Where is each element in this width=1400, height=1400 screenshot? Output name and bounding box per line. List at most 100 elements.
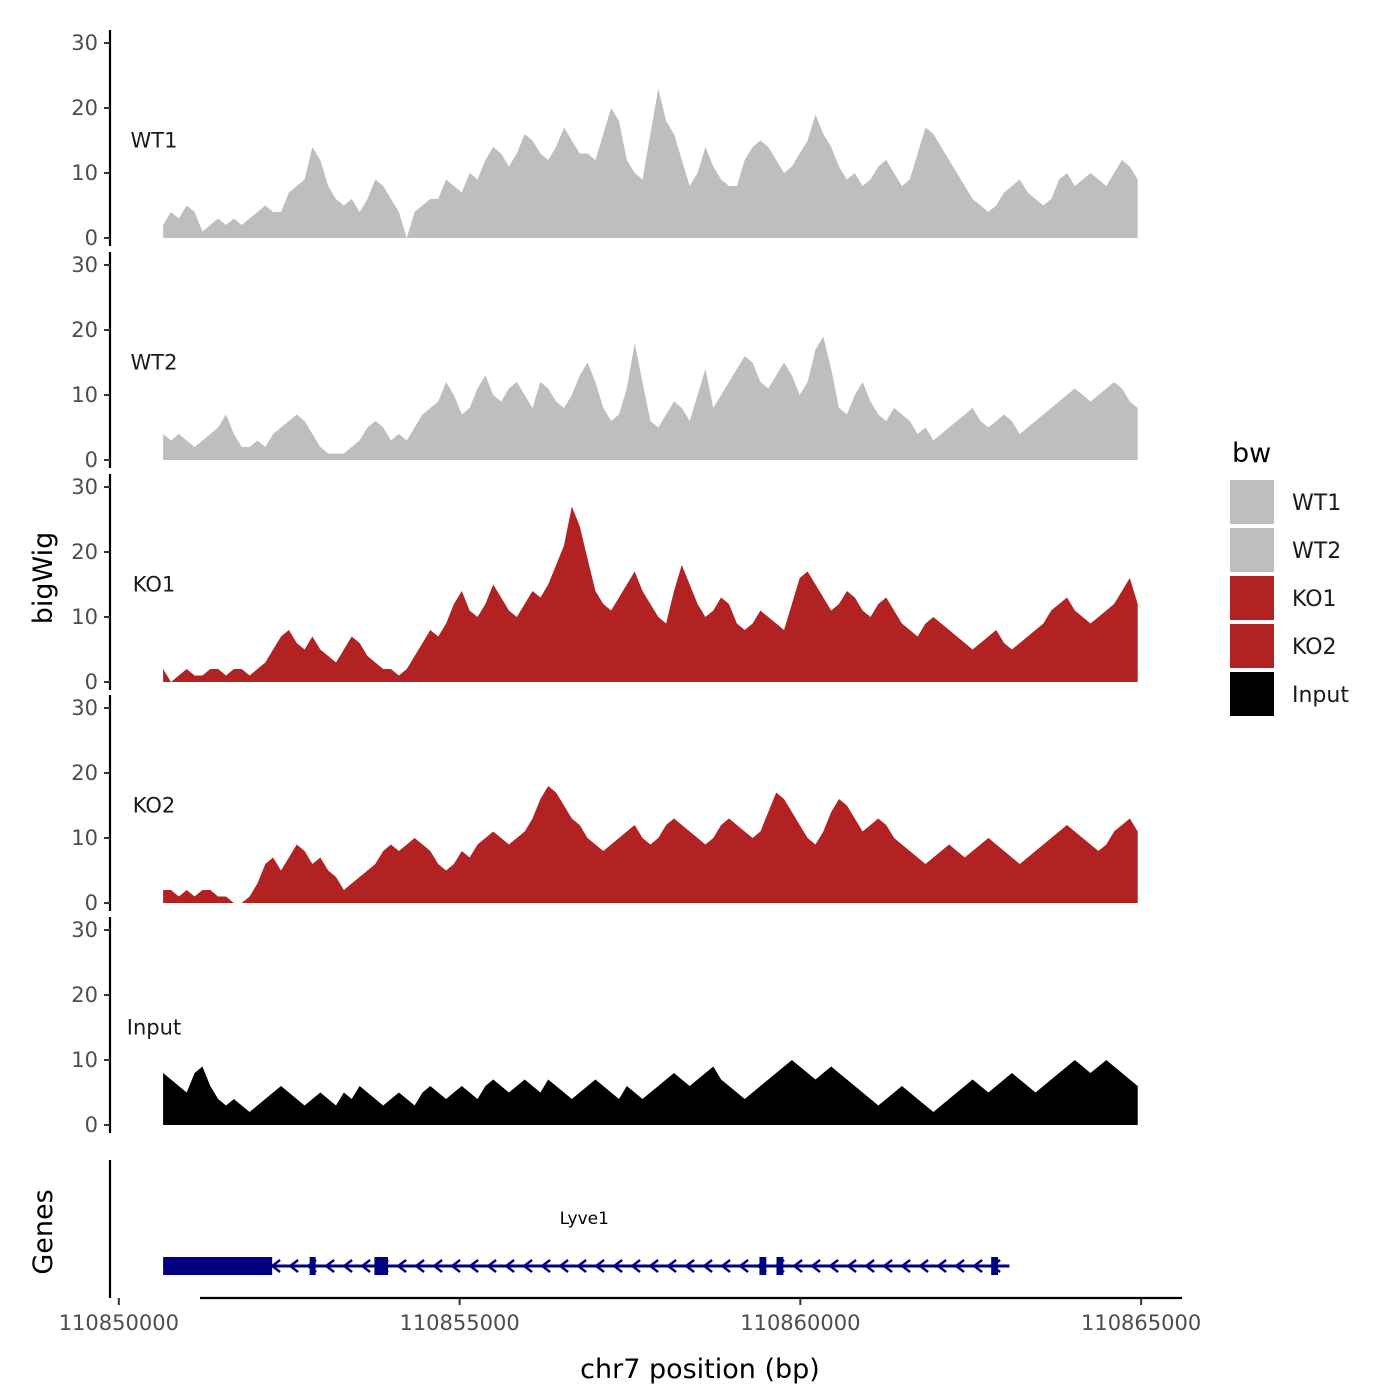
track-label-input: Input: [127, 1016, 181, 1040]
gene-exon: [163, 1257, 273, 1275]
strand-arrow: [432, 1259, 443, 1273]
strand-arrow: [792, 1259, 803, 1273]
y-tick-label: 30: [71, 31, 98, 55]
strand-arrow: [810, 1259, 821, 1273]
y-tick-label: 0: [85, 891, 98, 915]
strand-arrow: [324, 1259, 335, 1273]
strand-arrow: [648, 1259, 659, 1273]
y-tick-label: 0: [85, 226, 98, 250]
strand-arrow: [882, 1259, 893, 1273]
legend-label-input: Input: [1292, 683, 1349, 708]
genes-axis-title: Genes: [28, 1189, 59, 1274]
strand-arrow: [360, 1259, 371, 1273]
track-input: 0 10 20 30 Input: [71, 917, 1138, 1137]
y-tick-label: 0: [85, 670, 98, 694]
y-tick-label: 0: [85, 1113, 98, 1137]
strand-arrow: [684, 1259, 695, 1273]
x-axis: 110850000 110855000 110860000 110865000: [59, 1296, 1201, 1335]
strand-arrow: [450, 1259, 461, 1273]
x-tick-label: 110855000: [399, 1311, 519, 1335]
strand-arrow: [558, 1259, 569, 1273]
legend-label-wt1: WT1: [1292, 491, 1341, 516]
area-input: [163, 1060, 1138, 1125]
y-tick-label: 20: [71, 318, 98, 342]
y-tick-label: 20: [71, 983, 98, 1007]
strand-arrow: [504, 1259, 515, 1273]
area-wt1: [163, 88, 1138, 238]
strand-arrow: [468, 1259, 479, 1273]
y-tick-label: 10: [71, 826, 98, 850]
y-tick-label: 0: [85, 448, 98, 472]
strand-arrow: [288, 1259, 299, 1273]
legend-label-ko2: KO2: [1292, 635, 1337, 660]
y-tick-label: 20: [71, 540, 98, 564]
legend-key-wt1: [1230, 480, 1274, 524]
strand-arrow: [612, 1259, 623, 1273]
y-axis-title: bigWig: [28, 532, 59, 625]
legend-label-ko1: KO1: [1292, 587, 1337, 612]
y-tick-label: 10: [71, 383, 98, 407]
legend: bw WT1 WT2 KO1 KO2 Input: [1230, 438, 1349, 716]
strand-arrow: [864, 1259, 875, 1273]
gene-label: Lyve1: [560, 1209, 609, 1229]
area-ko1: [163, 506, 1138, 682]
gene-exon: [759, 1257, 767, 1275]
y-tick-label: 30: [71, 918, 98, 942]
strand-arrow: [702, 1259, 713, 1273]
strand-arrow: [342, 1259, 353, 1273]
track-ko1: 0 10 20 30 KO1: [71, 474, 1138, 694]
y-tick-label: 10: [71, 1048, 98, 1072]
strand-arrow: [540, 1259, 551, 1273]
gene-track: Lyve1: [108, 1160, 1010, 1298]
legend-key-wt2: [1230, 528, 1274, 572]
track-label-wt2: WT2: [131, 351, 178, 375]
legend-title: bw: [1232, 438, 1271, 469]
strand-arrow: [846, 1259, 857, 1273]
strand-arrow: [522, 1259, 533, 1273]
strand-arrow: [666, 1259, 677, 1273]
y-tick-label: 20: [71, 96, 98, 120]
strand-arrow: [396, 1259, 407, 1273]
legend-label-wt2: WT2: [1292, 539, 1341, 564]
x-tick-label: 110865000: [1081, 1311, 1201, 1335]
strand-arrow: [900, 1259, 911, 1273]
strand-arrow: [936, 1259, 947, 1273]
strand-arrow: [594, 1259, 605, 1273]
strand-arrow: [738, 1259, 749, 1273]
strand-arrow: [576, 1259, 587, 1273]
signal-tracks: 0 10 20 30 WT1 0 10 20 30 WT2 0 10 20 30 KO1 0 10 20 30 KO2…: [71, 30, 1138, 1137]
track-ko2: 0 10 20 30 KO2: [71, 695, 1138, 915]
gene-exon: [374, 1257, 389, 1275]
y-tick-label: 10: [71, 161, 98, 185]
gene-exon: [776, 1257, 784, 1275]
track-wt2: 0 10 20 30 WT2: [71, 252, 1138, 472]
legend-key-ko2: [1230, 624, 1274, 668]
gene-exon: [991, 1257, 998, 1275]
gene-exon: [309, 1257, 316, 1275]
y-tick-label: 10: [71, 605, 98, 629]
track-label-ko1: KO1: [133, 573, 176, 597]
strand-arrow: [630, 1259, 641, 1273]
strand-arrow: [954, 1259, 965, 1273]
y-tick-label: 30: [71, 475, 98, 499]
legend-key-input: [1230, 672, 1274, 716]
strand-arrow: [486, 1259, 497, 1273]
track-label-ko2: KO2: [133, 794, 176, 818]
y-tick-label: 20: [71, 761, 98, 785]
x-tick-label: 110860000: [740, 1311, 860, 1335]
track-wt1: 0 10 20 30 WT1: [71, 30, 1138, 250]
area-wt2: [163, 336, 1138, 460]
track-label-wt1: WT1: [131, 129, 178, 153]
strand-arrow: [918, 1259, 929, 1273]
strand-arrow: [720, 1259, 731, 1273]
x-axis-title: chr7 position (bp): [580, 1354, 820, 1385]
y-tick-label: 30: [71, 696, 98, 720]
legend-key-ko1: [1230, 576, 1274, 620]
strand-arrow: [828, 1259, 839, 1273]
area-ko2: [163, 786, 1138, 903]
y-tick-label: 30: [71, 253, 98, 277]
x-tick-label: 110850000: [59, 1311, 179, 1335]
strand-arrow: [972, 1259, 983, 1273]
strand-arrow: [414, 1259, 425, 1273]
